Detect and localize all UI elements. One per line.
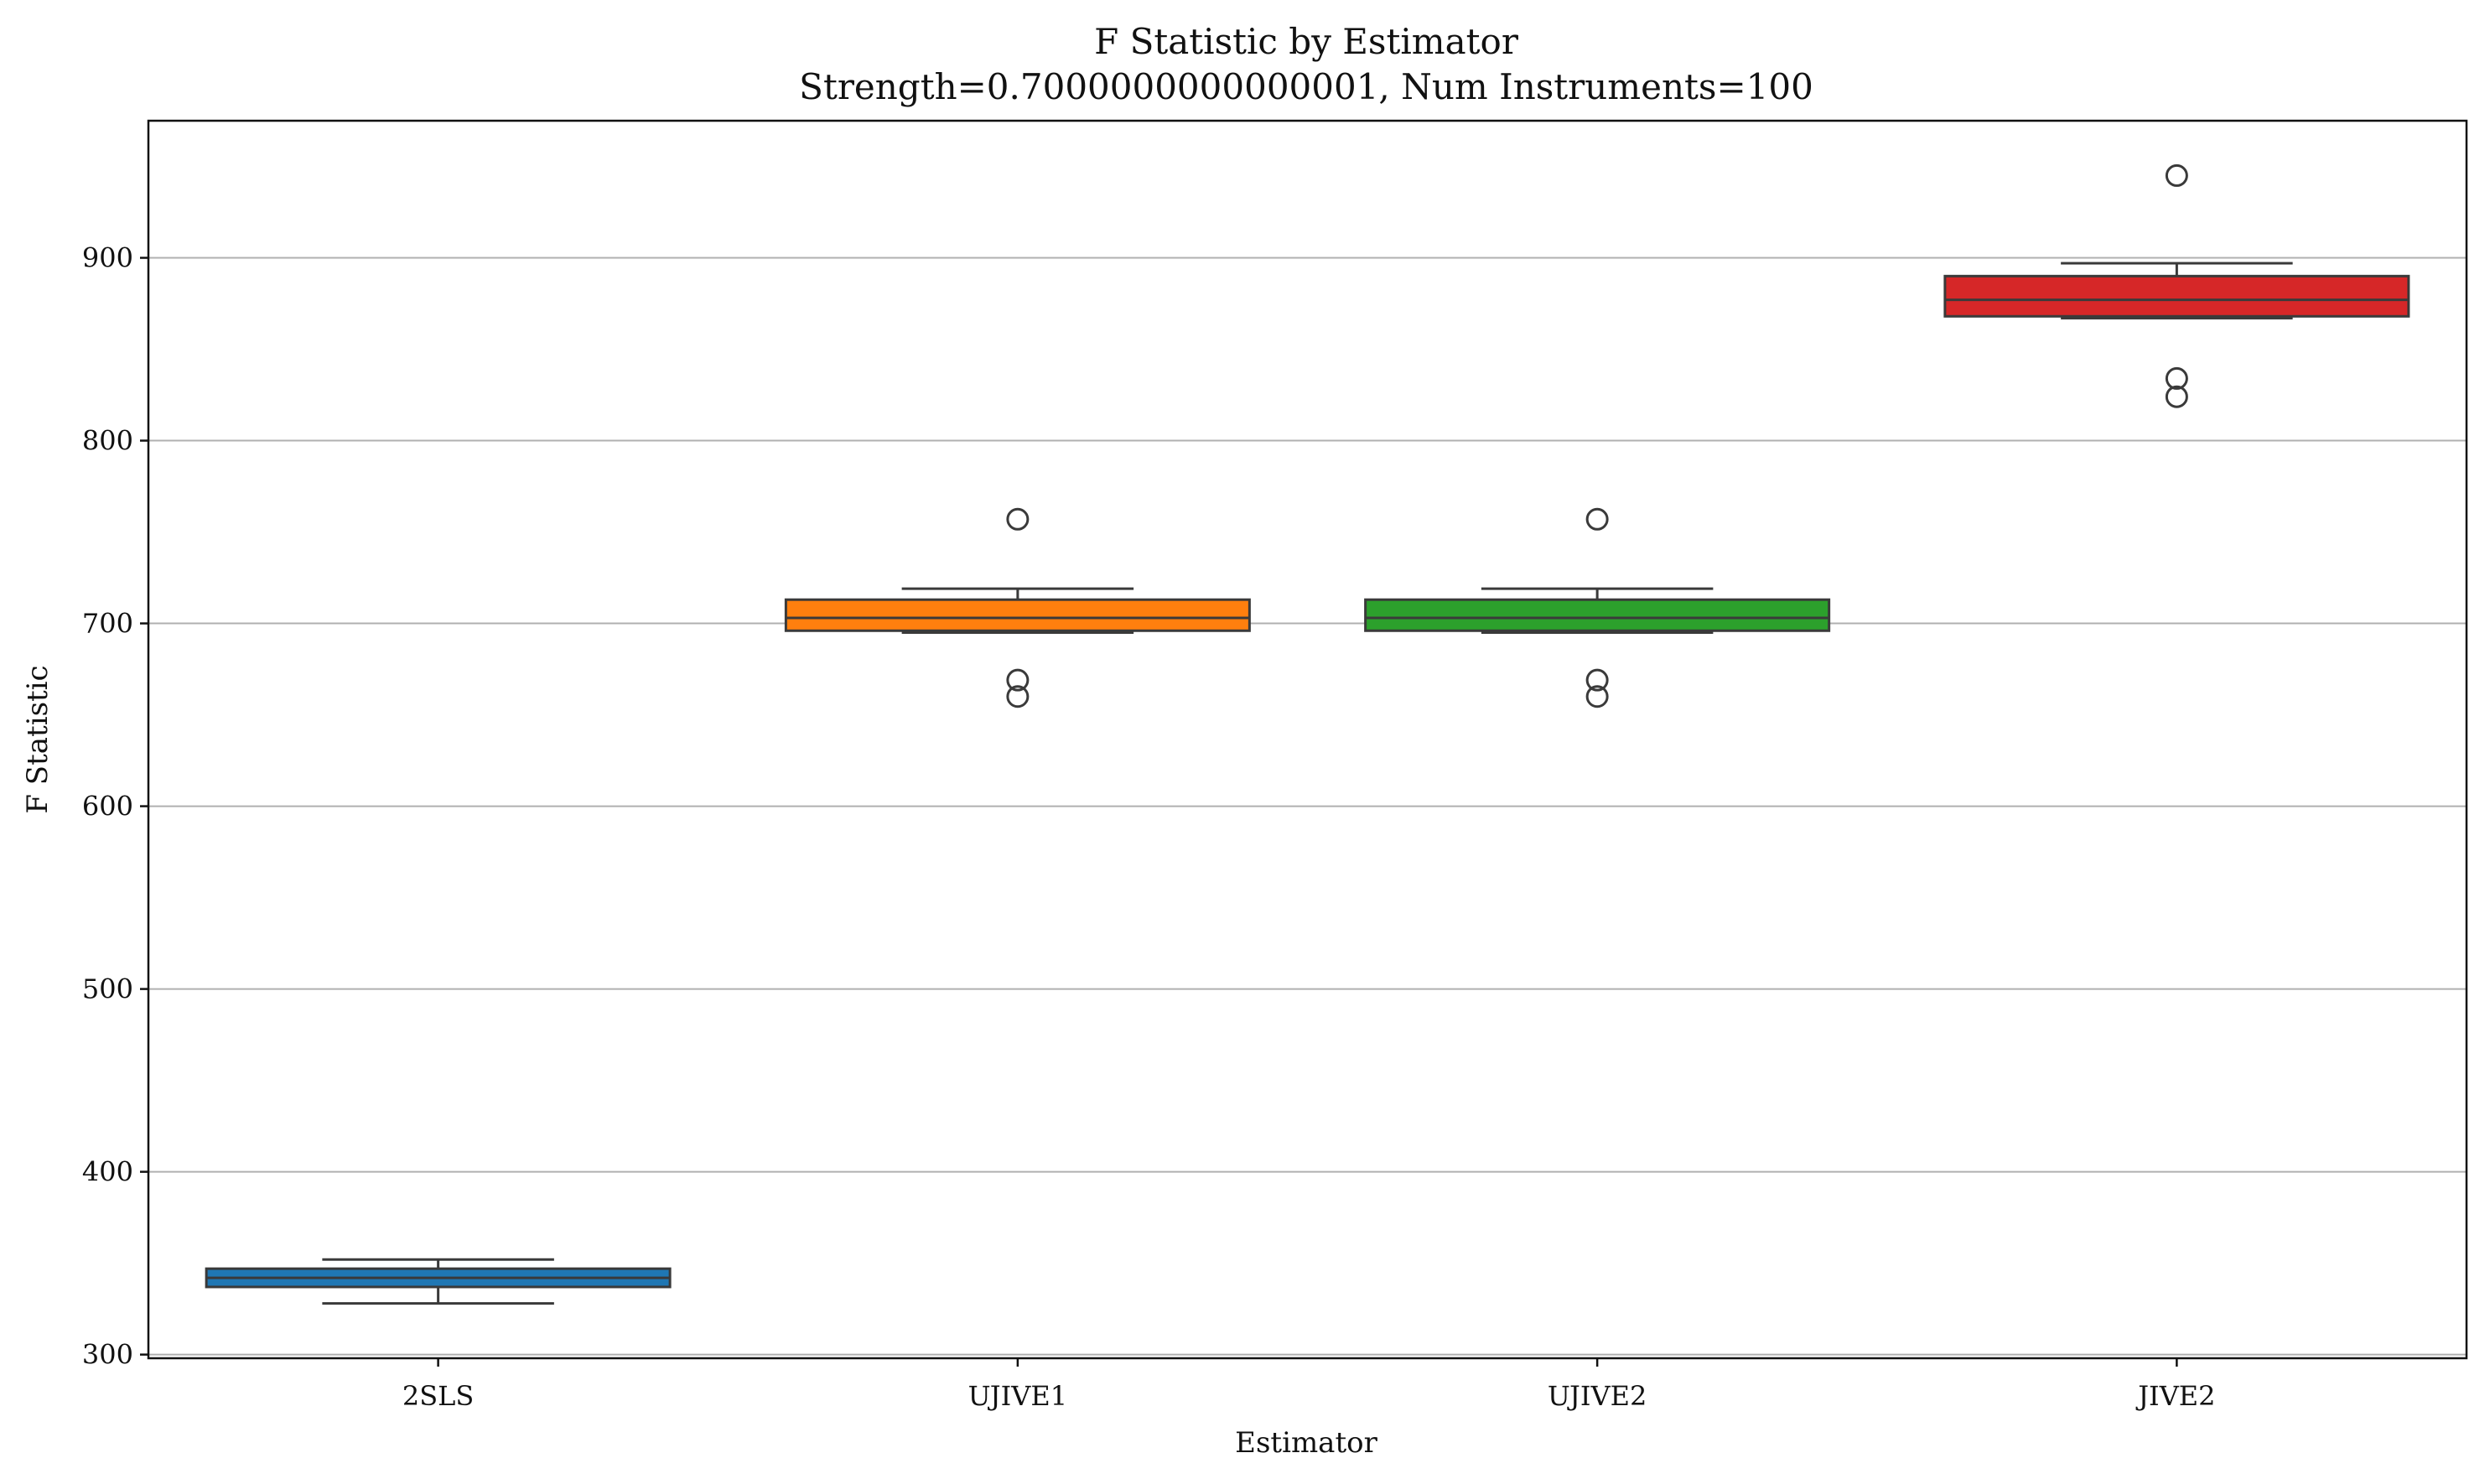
iqr-box xyxy=(1364,598,1831,632)
box-2sls xyxy=(205,1258,672,1305)
x-tick-label: UJIVE2 xyxy=(1548,1380,1647,1412)
outlier-point xyxy=(2165,163,2188,187)
x-axis-label: Estimator xyxy=(1235,1426,1377,1460)
chart-title: F Statistic by Estimator xyxy=(1094,21,1519,62)
iqr-box xyxy=(784,598,1251,632)
outlier-point xyxy=(2165,385,2188,408)
x-tick-label: JIVE2 xyxy=(2135,1380,2215,1412)
box-series xyxy=(205,163,2410,1305)
x-tick-label: UJIVE1 xyxy=(968,1380,1067,1412)
grid-lines xyxy=(148,257,2467,1356)
y-tick-label: 600 xyxy=(82,791,133,822)
outlier-point xyxy=(1006,685,1030,708)
box-jive2 xyxy=(1943,163,2410,408)
y-tick-label: 400 xyxy=(82,1156,133,1188)
x-axis: 2SLS UJIVE1 UJIVE2 JIVE2 xyxy=(402,1358,2216,1412)
box-ujive1 xyxy=(784,507,1251,708)
y-tick-label: 800 xyxy=(82,425,133,457)
y-tick-label: 700 xyxy=(82,608,133,640)
plot-frame xyxy=(147,119,2468,1360)
box-ujive2 xyxy=(1364,507,1831,708)
y-axis-label: F Statistic xyxy=(21,665,54,813)
x-tick-label: 2SLS xyxy=(402,1380,474,1412)
y-tick-label: 300 xyxy=(82,1339,133,1371)
y-tick-label: 500 xyxy=(82,973,133,1005)
iqr-box xyxy=(1943,274,2410,318)
outlier-point xyxy=(1585,507,1609,531)
outlier-point xyxy=(1006,668,1030,692)
outlier-point xyxy=(1006,507,1030,531)
outlier-point xyxy=(1585,668,1609,692)
outlier-point xyxy=(1585,685,1609,708)
chart-subtitle: Strength=0.7000000000000001, Num Instrum… xyxy=(799,66,1813,107)
y-axis: 300 400 500 600 700 800 900 xyxy=(82,242,148,1371)
y-tick-label: 900 xyxy=(82,242,133,274)
outlier-point xyxy=(2165,366,2188,390)
